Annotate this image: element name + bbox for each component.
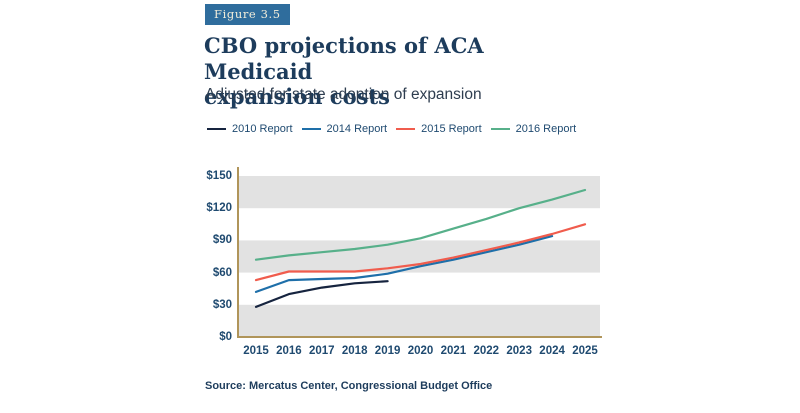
series-line-2015-report xyxy=(254,223,587,282)
legend-swatch xyxy=(396,127,416,131)
y-tick-label: $120 xyxy=(206,202,232,215)
x-tick-label: 2019 xyxy=(374,345,401,357)
chart-legend: 2010 Report 2014 Report 2015 Report 2016 Re… xyxy=(207,122,576,136)
legend-label: 2014 Report xyxy=(326,123,388,135)
legend-item: 2010 Report xyxy=(207,122,293,136)
y-tick-label: $90 xyxy=(212,234,232,247)
legend-item: 2015 Report xyxy=(396,122,482,136)
chart-title: CBO projections of ACA Medicaid expansio… xyxy=(204,33,484,110)
series-line-2016-report xyxy=(254,188,587,261)
series-line-2010-report xyxy=(254,280,389,308)
legend-swatch xyxy=(301,127,321,131)
x-tick-label: 2021 xyxy=(440,345,467,357)
x-tick-label: 2022 xyxy=(473,345,500,357)
source-attribution: Source: Mercatus Center, Congressional B… xyxy=(205,380,493,392)
chart-subtitle: Adjusted for state adoption of expansion xyxy=(205,86,482,103)
y-tick-label: $150 xyxy=(206,170,232,182)
x-tick-label: 2023 xyxy=(506,345,532,357)
legend-swatch xyxy=(207,127,226,131)
x-tick-label: 2025 xyxy=(572,345,598,357)
y-axis-line xyxy=(237,167,239,338)
legend-label: 2015 Report xyxy=(421,123,482,135)
figure-badge-label: Figure 3.5 xyxy=(214,7,281,21)
legend-item: 2014 Report xyxy=(301,122,388,136)
series-line-2014-report xyxy=(254,234,554,294)
y-tick-label: $0 xyxy=(219,331,232,343)
figure-badge: Figure 3.5 xyxy=(205,4,290,25)
x-axis-line xyxy=(237,336,602,338)
y-tick-label: $60 xyxy=(212,266,232,279)
legend-label: 2010 Report xyxy=(232,123,293,135)
grid-band xyxy=(238,240,600,273)
grid-band xyxy=(238,304,600,337)
x-tick-label: 2024 xyxy=(539,345,565,357)
plot-area xyxy=(238,176,600,337)
x-tick-label: 2017 xyxy=(309,345,335,357)
x-tick-label: 2020 xyxy=(407,345,434,357)
legend-swatch xyxy=(490,127,510,131)
x-tick-label: 2018 xyxy=(341,345,368,357)
x-tick-label: 2016 xyxy=(276,345,302,357)
grid-band xyxy=(238,176,600,209)
legend-label: 2016 Report xyxy=(515,123,577,135)
x-tick-label: 2015 xyxy=(243,345,269,357)
legend-item: 2016 Report xyxy=(490,122,577,136)
y-tick-label: $30 xyxy=(212,298,232,311)
